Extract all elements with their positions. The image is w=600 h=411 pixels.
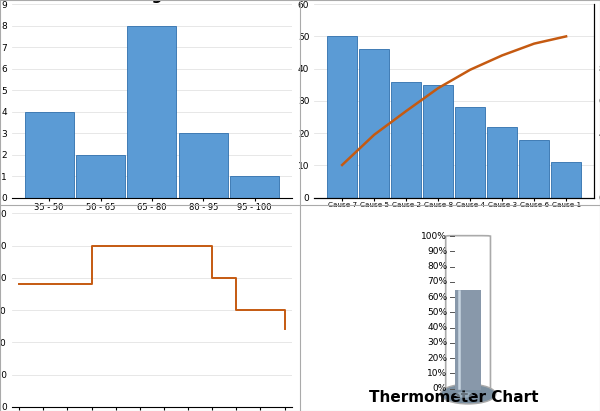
Bar [487, 127, 517, 198]
Bar [551, 162, 581, 198]
Bar [327, 37, 358, 198]
Bar [423, 85, 453, 198]
Bar [25, 112, 74, 198]
Bar [455, 107, 485, 198]
FancyBboxPatch shape [446, 236, 490, 389]
Title: Histogram: Histogram [107, 0, 196, 3]
Bar [455, 386, 481, 390]
Bar [359, 49, 389, 198]
Text: 60%: 60% [427, 293, 447, 302]
Bar [455, 290, 481, 388]
Text: 10%: 10% [427, 369, 447, 378]
Text: 20%: 20% [427, 353, 447, 363]
Bar [391, 81, 421, 198]
Text: 100%: 100% [421, 232, 447, 240]
Bar [519, 140, 549, 198]
Text: 30%: 30% [427, 338, 447, 347]
Text: 0%: 0% [433, 384, 447, 393]
Text: 80%: 80% [427, 262, 447, 271]
Bar [76, 155, 125, 198]
Text: Thermometer Chart: Thermometer Chart [370, 390, 539, 405]
Bar [230, 176, 279, 198]
Text: 70%: 70% [427, 277, 447, 286]
Text: 50%: 50% [427, 308, 447, 317]
Title: Pareto Chart: Pareto Chart [400, 0, 509, 3]
Ellipse shape [440, 384, 496, 404]
Bar [179, 133, 228, 198]
Bar [127, 25, 176, 198]
Text: 40%: 40% [427, 323, 447, 332]
Ellipse shape [455, 392, 473, 398]
Text: 90%: 90% [427, 247, 447, 256]
